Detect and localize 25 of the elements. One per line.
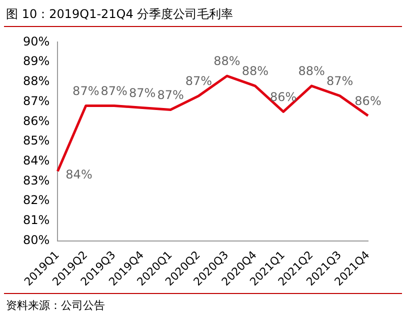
- y-tick-label: 87%: [23, 94, 50, 108]
- y-tick-label: 81%: [23, 213, 50, 228]
- data-label: 87%: [185, 74, 212, 88]
- data-label: 88%: [298, 64, 325, 78]
- y-tick-label: 82%: [23, 193, 50, 208]
- data-label: 88%: [214, 54, 240, 68]
- data-label: 87%: [157, 88, 184, 102]
- y-tick-label: 86%: [23, 114, 50, 128]
- y-tick-label: 80%: [23, 232, 50, 247]
- y-tick-label: 88%: [23, 74, 50, 88]
- y-tick-label: 83%: [23, 173, 50, 188]
- text: 资料来源：公司公告: [6, 298, 105, 313]
- data-label: 84%: [66, 167, 92, 182]
- y-tick-label: 90%: [23, 34, 50, 48]
- data-label: 86%: [354, 94, 382, 108]
- data-label: 87%: [100, 84, 128, 98]
- data-label: 87%: [128, 86, 156, 100]
- data-label: 86%: [270, 90, 297, 104]
- chart-title: 图 10：2019Q1-21Q4 分季度公司毛利率: [6, 6, 234, 23]
- data-label: 87%: [326, 74, 354, 88]
- data-label: 88%: [242, 64, 268, 78]
- y-tick-label: 85%: [23, 134, 50, 148]
- data-label: 87%: [72, 84, 100, 98]
- y-tick-label: 84%: [23, 153, 50, 168]
- y-tick-label: 89%: [23, 54, 50, 68]
